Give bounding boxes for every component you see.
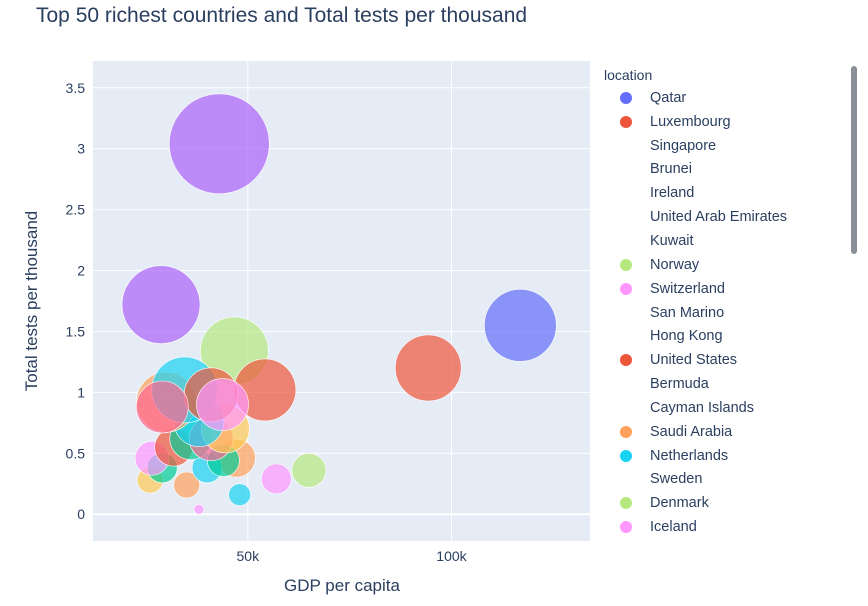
legend-item[interactable]: Brunei: [598, 158, 848, 182]
legend-marker-icon: [620, 378, 632, 390]
legend-marker-icon: [620, 521, 632, 534]
bubble-point[interactable]: [261, 463, 292, 495]
legend-item[interactable]: Sweden: [598, 468, 848, 492]
legend-marker-icon: [620, 91, 632, 104]
y-tick-label: 2.5: [66, 202, 86, 218]
legend-marker-icon: [620, 473, 632, 485]
legend-item[interactable]: Norway: [598, 253, 848, 277]
legend-label: Hong Kong: [650, 328, 723, 345]
legend-label: United Arab Emirates: [650, 209, 788, 226]
legend-label: Iceland: [650, 519, 697, 536]
legend-marker-icon: [620, 115, 632, 128]
bubble-point[interactable]: [173, 471, 200, 499]
legend-title: location: [604, 67, 653, 83]
legend-marker-icon: [620, 282, 632, 295]
legend-marker-icon: [620, 497, 632, 510]
chart-title: Top 50 richest countries and Total tests…: [36, 4, 528, 27]
x-tick-label: 100k: [436, 548, 467, 564]
legend-marker-icon: [620, 211, 632, 223]
legend-item[interactable]: Iceland: [598, 515, 848, 539]
legend-item[interactable]: Saudi Arabia: [598, 420, 848, 444]
y-tick-label: 3.5: [66, 80, 86, 96]
legend-label: Netherlands: [650, 447, 729, 464]
legend-label: San Marino: [650, 304, 725, 321]
legend-marker-icon: [620, 354, 632, 367]
legend-label: Qatar: [650, 89, 687, 106]
legend-item[interactable]: Hong Kong: [598, 324, 848, 348]
legend-marker-icon: [620, 449, 632, 462]
legend-marker-icon: [620, 235, 632, 247]
y-axis-title: Total tests per thousand: [22, 211, 41, 392]
legend-label: Ireland: [650, 185, 695, 202]
legend-item[interactable]: Cayman Islands: [598, 396, 848, 420]
legend-label: Kuwait: [650, 232, 694, 249]
legend-item[interactable]: Netherlands: [598, 444, 848, 468]
bubble-point[interactable]: [168, 93, 270, 195]
legend-item[interactable]: Ireland: [598, 181, 848, 205]
x-tick-label: 50k: [237, 548, 261, 564]
legend-marker-icon: [620, 163, 632, 175]
legend-label: United States: [650, 352, 738, 369]
bubble-point[interactable]: [193, 504, 205, 515]
bubble-point[interactable]: [394, 334, 462, 402]
x-tick-labels: 50k 100k: [237, 548, 468, 564]
legend-label: Norway: [650, 256, 700, 273]
legend-item[interactable]: United Arab Emirates: [598, 205, 848, 229]
legend-marker-icon: [620, 258, 632, 271]
y-tick-label: 0: [77, 506, 85, 522]
legend-label: Saudi Arabia: [650, 423, 733, 440]
bubble-point[interactable]: [196, 378, 249, 431]
y-tick-label: 2: [77, 263, 85, 279]
legend: location Qatar Luxembourg Singapore Brunei I…: [598, 64, 848, 539]
legend-marker-icon: [620, 330, 632, 342]
y-tick-label: 1: [77, 384, 85, 400]
legend-marker-icon: [620, 307, 632, 319]
bubbles: [121, 93, 557, 515]
legend-item[interactable]: San Marino: [598, 301, 848, 325]
legend-label: Singapore: [650, 137, 717, 154]
legend-label: Bermuda: [650, 376, 709, 393]
legend-marker-icon: [620, 187, 632, 199]
legend-item[interactable]: United States: [598, 348, 848, 372]
legend-label: Sweden: [650, 471, 703, 488]
bubble-point[interactable]: [228, 483, 251, 507]
bubble-point[interactable]: [135, 380, 189, 434]
legend-label: Cayman Islands: [650, 399, 754, 416]
y-tick-labels: 0 0.5 1 1.5 2 2.5 3 3.5: [66, 80, 86, 522]
legend-label: Brunei: [650, 161, 692, 178]
legend-marker-icon: [620, 425, 632, 438]
y-tick-label: 3: [77, 141, 85, 157]
bubble-point[interactable]: [291, 453, 327, 488]
legend-marker-icon: [620, 402, 632, 414]
legend-item[interactable]: Luxembourg: [598, 110, 848, 134]
legend-label: Denmark: [650, 495, 709, 512]
legend-label: Luxembourg: [650, 113, 731, 130]
legend-items: Qatar Luxembourg Singapore Brunei Ireland Uni…: [598, 86, 848, 539]
bubble-point[interactable]: [121, 265, 201, 344]
legend-label: Switzerland: [650, 280, 725, 297]
legend-item[interactable]: Singapore: [598, 134, 848, 158]
legend-item[interactable]: Bermuda: [598, 372, 848, 396]
legend-item[interactable]: Qatar: [598, 86, 848, 110]
x-axis-title: GDP per capita: [284, 576, 400, 595]
bubble-point[interactable]: [484, 289, 557, 362]
legend-item[interactable]: Denmark: [598, 491, 848, 515]
y-tick-label: 1.5: [66, 323, 86, 339]
y-tick-label: 0.5: [66, 445, 86, 461]
legend-item[interactable]: Kuwait: [598, 229, 848, 253]
legend-marker-icon: [620, 140, 632, 152]
legend-scrollbar[interactable]: [851, 66, 857, 254]
legend-item[interactable]: Switzerland: [598, 277, 848, 301]
